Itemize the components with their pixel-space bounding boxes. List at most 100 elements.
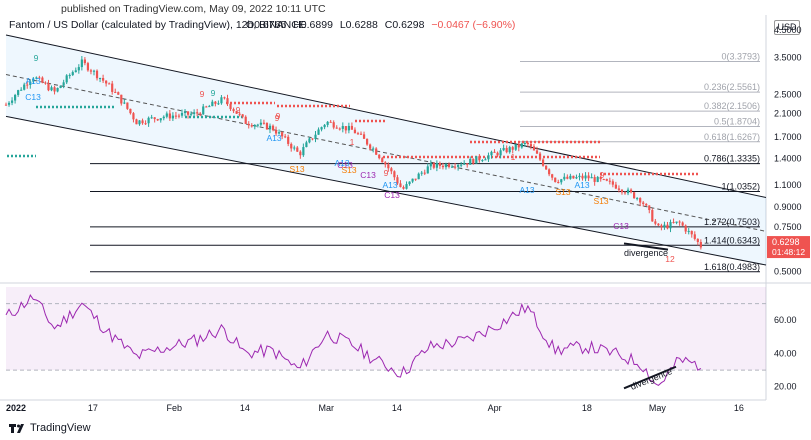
candle-body bbox=[393, 171, 396, 178]
candle-body bbox=[98, 78, 102, 80]
candle-body bbox=[654, 221, 657, 224]
candle-body bbox=[205, 106, 208, 108]
candle-body bbox=[481, 160, 484, 162]
candle-body bbox=[381, 158, 384, 163]
candle-body bbox=[496, 152, 499, 156]
candle-body bbox=[23, 84, 26, 90]
candle-body bbox=[344, 126, 347, 131]
candle-body bbox=[44, 82, 47, 84]
td-sequential-label: 9 bbox=[600, 170, 605, 180]
candle-body bbox=[135, 119, 138, 125]
fib-level-label: 0.5(1.8704) bbox=[714, 116, 760, 126]
candle-body bbox=[229, 103, 232, 110]
candle-body bbox=[287, 136, 290, 144]
price-axis-tick: 1.7000 bbox=[774, 132, 802, 142]
candle-body bbox=[214, 101, 217, 104]
price-axis-tick: 2.1000 bbox=[774, 109, 802, 119]
td-sequential-label: A13 bbox=[266, 133, 281, 143]
candle-body bbox=[68, 75, 71, 77]
candle-body bbox=[420, 172, 423, 174]
change-value: −0.0467 (−6.90%) bbox=[431, 19, 516, 31]
candle-body bbox=[390, 168, 393, 172]
candle-body bbox=[365, 138, 369, 145]
candle-body bbox=[560, 179, 563, 183]
candle-body bbox=[563, 176, 566, 180]
fib-level-label: 1.618(0.4983) bbox=[704, 262, 760, 272]
candle-body bbox=[375, 148, 378, 155]
candle-body bbox=[423, 172, 426, 174]
candle-body bbox=[359, 133, 363, 135]
candle-body bbox=[633, 192, 636, 199]
td-sequential-label: 9 bbox=[211, 88, 216, 98]
candle-body bbox=[441, 165, 445, 168]
candle-body bbox=[65, 75, 68, 83]
td-sequential-label: A13 bbox=[574, 180, 589, 190]
candle-body bbox=[223, 97, 226, 99]
rsi-axis-tick: 20.00 bbox=[774, 382, 797, 392]
last-price-marker bbox=[767, 236, 810, 259]
candle-body bbox=[372, 148, 375, 150]
candle-body bbox=[32, 78, 35, 82]
candle-body bbox=[74, 70, 77, 73]
candle-body bbox=[529, 144, 533, 147]
candle-body bbox=[678, 221, 681, 223]
candle-body bbox=[463, 163, 466, 165]
time-axis-tick: 17 bbox=[88, 403, 98, 413]
symbol-title[interactable]: Fantom / US Dollar (calculated by Tradin… bbox=[9, 19, 306, 31]
candle-body bbox=[220, 97, 223, 104]
candle-body bbox=[95, 70, 99, 79]
candle-body bbox=[645, 203, 648, 206]
candle-body bbox=[335, 127, 338, 129]
candle-body bbox=[232, 109, 235, 112]
currency-button[interactable]: USD bbox=[774, 20, 800, 35]
candle-body bbox=[86, 63, 90, 71]
candle-body bbox=[235, 111, 238, 114]
tradingview-logo[interactable]: TradingView bbox=[8, 422, 91, 434]
candle-body bbox=[284, 136, 287, 138]
candle-body bbox=[499, 150, 502, 156]
fib-level-label: 0.382(2.1506) bbox=[704, 101, 760, 111]
candle-body bbox=[663, 224, 666, 228]
price-divergence-line bbox=[623, 242, 669, 251]
candle-body bbox=[217, 103, 220, 105]
td-sequential-label: 1 bbox=[511, 152, 516, 162]
candle-body bbox=[475, 156, 478, 164]
td-sequential-label: C13 bbox=[337, 160, 353, 170]
candle-body bbox=[105, 80, 108, 84]
time-axis-tick: 14 bbox=[240, 403, 250, 413]
candle-body bbox=[696, 238, 699, 242]
candle-body bbox=[626, 189, 630, 194]
tradingview-logo-icon bbox=[9, 423, 24, 433]
candle-body bbox=[153, 117, 156, 120]
time-axis-tick: Mar bbox=[319, 403, 335, 413]
candle-body bbox=[639, 198, 642, 203]
candle-body bbox=[511, 147, 514, 150]
candle-body bbox=[581, 175, 584, 179]
candle-body bbox=[281, 132, 284, 137]
fib-level-label: 0(3.3793) bbox=[721, 51, 760, 61]
candle-body bbox=[202, 106, 205, 115]
candle-body bbox=[490, 151, 493, 156]
candle-body bbox=[350, 125, 354, 130]
candle-body bbox=[244, 116, 247, 124]
candle-body bbox=[551, 174, 554, 178]
candle-body bbox=[384, 162, 387, 165]
candle-body bbox=[620, 189, 624, 193]
price-axis-tick: 3.5000 bbox=[774, 53, 802, 63]
low-value: L0.6288 bbox=[339, 19, 378, 31]
candle-body bbox=[293, 147, 296, 149]
candle-body bbox=[438, 162, 442, 166]
candle-body bbox=[199, 113, 202, 115]
candle-body bbox=[168, 113, 171, 119]
candle-body bbox=[514, 144, 517, 150]
price-axis-tick: 2.5000 bbox=[774, 90, 802, 100]
candle-body bbox=[256, 124, 259, 126]
candle-body bbox=[590, 177, 593, 179]
candle-body bbox=[532, 146, 536, 151]
time-axis-tick: May bbox=[649, 403, 667, 413]
time-axis-tick: 18 bbox=[582, 403, 592, 413]
fib-level-label: 0.618(1.6267) bbox=[704, 132, 760, 142]
candle-body bbox=[429, 163, 432, 167]
candle-body bbox=[666, 224, 669, 229]
